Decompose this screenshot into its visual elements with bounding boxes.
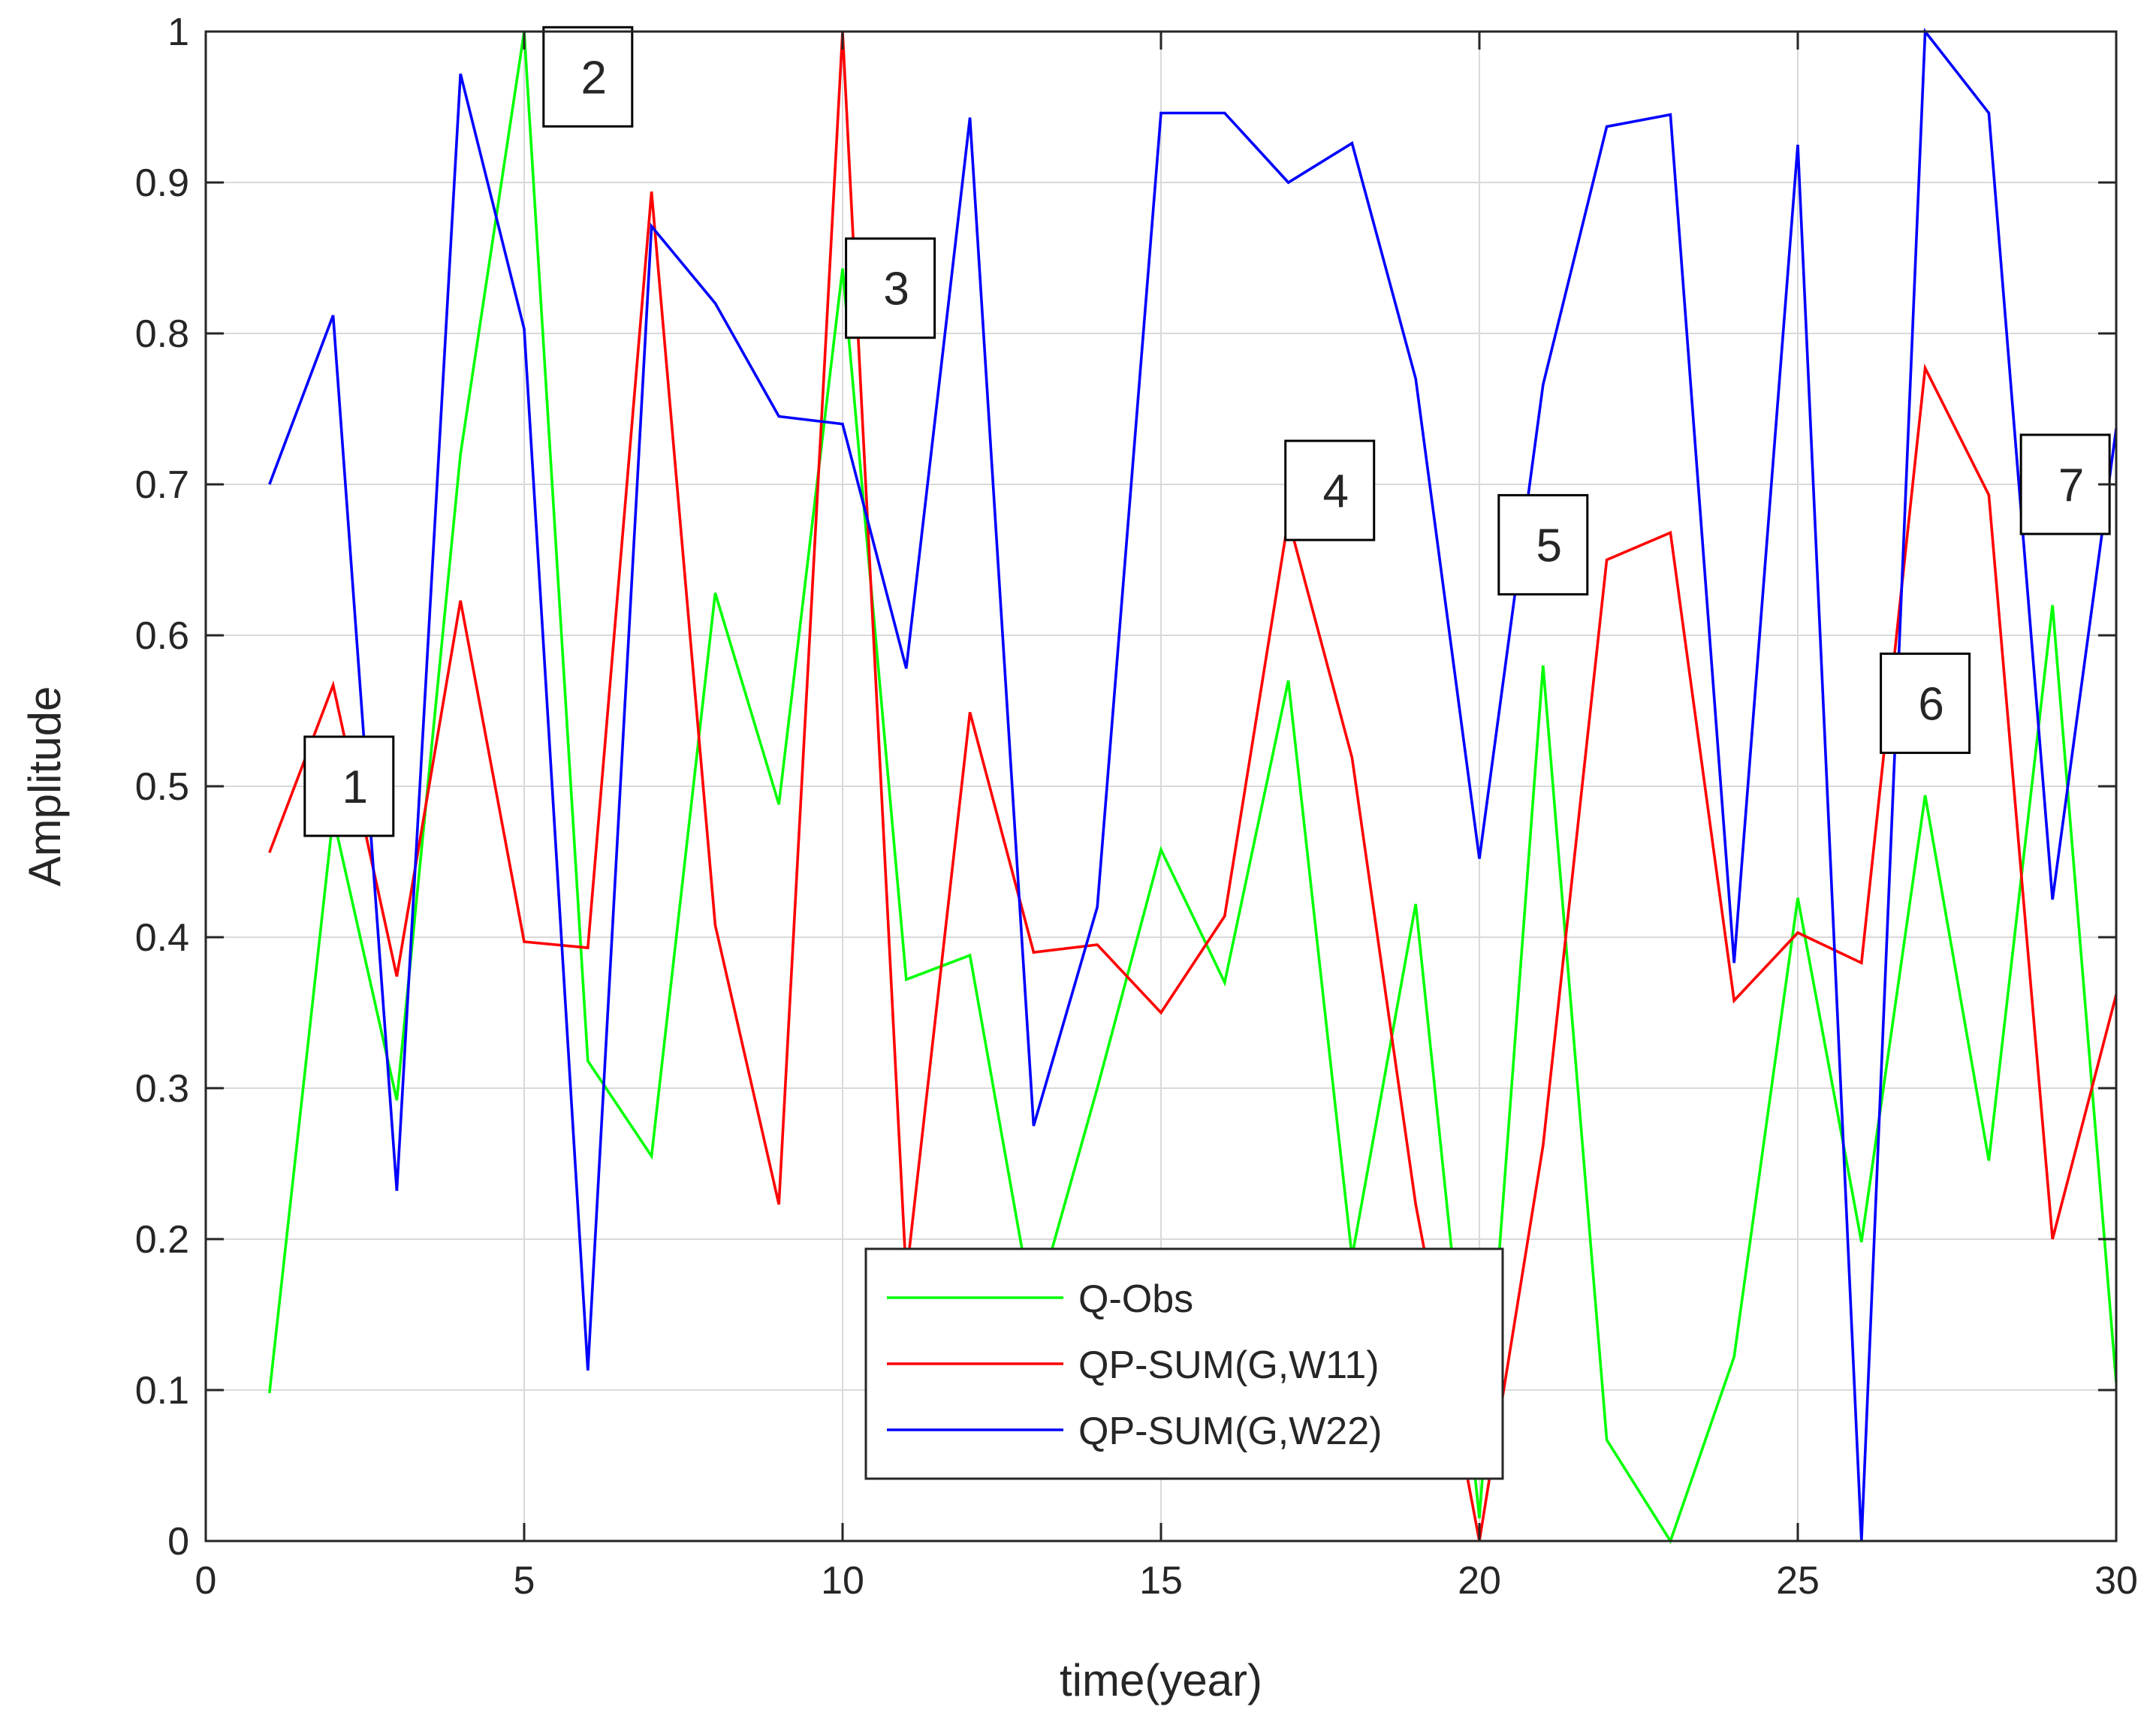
y-tick-label: 0.5	[135, 765, 189, 809]
y-tick-label: 0	[167, 1520, 189, 1564]
annotation-label: 2	[581, 52, 607, 104]
annotation-label: 7	[2058, 460, 2084, 511]
annotation-4: 4	[1284, 439, 1376, 541]
y-tick-label: 0.7	[135, 463, 189, 507]
annotation-label: 6	[1918, 678, 1943, 730]
annotation-1: 1	[303, 735, 395, 837]
legend-label: Q-Obs	[1078, 1277, 1193, 1321]
x-tick-label: 0	[195, 1559, 217, 1603]
y-axis-title: Amplitude	[20, 686, 70, 887]
annotation-layer: 1 2 3 4 5 6 7	[303, 26, 2111, 837]
series-line-3	[268, 28, 2118, 1542]
x-tick-label: 15	[1139, 1559, 1183, 1603]
annotation-box	[542, 26, 634, 128]
annotation-label: 5	[1536, 520, 1562, 571]
annotation-label: 3	[883, 264, 909, 315]
series-layer	[268, 28, 2118, 1545]
x-axis-title: time(year)	[1060, 1655, 1262, 1705]
annotation-box	[2019, 433, 2111, 535]
y-tick-label: 0.1	[135, 1369, 189, 1413]
annotation-3: 3	[845, 237, 936, 339]
y-tick-label: 0.6	[135, 614, 189, 658]
annotation-box	[1880, 652, 1971, 754]
legend-item-2[interactable]: QP-SUM(G,W11)	[887, 1343, 1380, 1387]
annotation-box	[303, 735, 395, 837]
legend-item-3[interactable]: QP-SUM(G,W22)	[887, 1410, 1382, 1453]
series-line-1	[268, 31, 2118, 1545]
y-tick-label: 1	[167, 11, 189, 54]
annotation-2: 2	[542, 26, 634, 128]
tick-labels: 0 5 10 15 20 25 3000.10.20.30.40.50.60.70.80.9…	[135, 11, 2138, 1603]
y-tick-label: 0.4	[135, 916, 189, 960]
legend-box	[864, 1247, 1504, 1480]
y-tick-label: 0.2	[135, 1218, 189, 1262]
legend-item-1[interactable]: Q-Obs	[887, 1277, 1193, 1321]
x-tick-label: 25	[1776, 1559, 1820, 1603]
annotation-box	[845, 237, 936, 339]
series-line-2	[268, 31, 2118, 1542]
annotation-5: 5	[1497, 493, 1589, 596]
annotation-box	[1284, 439, 1376, 541]
x-tick-label: 30	[2094, 1559, 2138, 1603]
y-tick-label: 0.8	[135, 312, 189, 356]
x-tick-label: 20	[1458, 1559, 1501, 1603]
annotation-box	[1497, 493, 1589, 596]
legend-label: QP-SUM(G,W11)	[1078, 1343, 1380, 1387]
legend-label: QP-SUM(G,W22)	[1078, 1410, 1382, 1453]
x-tick-label: 5	[514, 1559, 535, 1603]
y-tick-label: 0.3	[135, 1067, 189, 1111]
legend[interactable]: Q-Obs QP-SUM(G,W11) QP-SUM(G,W22)	[864, 1247, 1504, 1480]
axis-ticks	[204, 30, 2118, 1543]
annotation-label: 1	[342, 761, 368, 813]
x-tick-label: 10	[821, 1559, 864, 1603]
y-tick-label: 0.9	[135, 161, 189, 205]
annotation-label: 4	[1322, 466, 1348, 517]
annotation-6: 6	[1880, 652, 1971, 754]
annotation-7: 7	[2019, 433, 2111, 535]
